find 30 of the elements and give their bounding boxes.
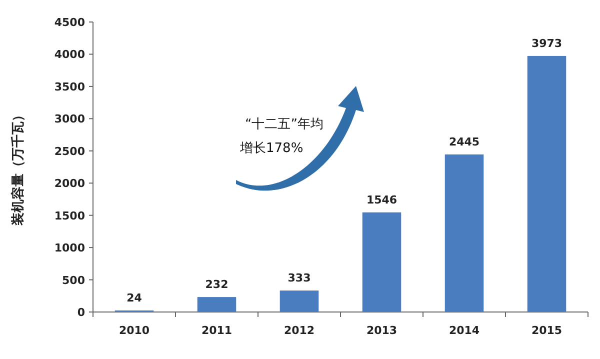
annotation: “十二五”年均 xyxy=(245,117,324,132)
y-tick-label: 2500 xyxy=(54,144,86,158)
x-tick-label: 2012 xyxy=(284,324,315,337)
x-tick-label: 2010 xyxy=(118,324,150,337)
x-tick-label: 2015 xyxy=(531,324,562,337)
data-label: 1546 xyxy=(366,193,398,206)
annotation: 增长178% xyxy=(239,141,304,156)
y-tick-label: 500 xyxy=(62,274,86,287)
data-label: 24 xyxy=(126,291,142,304)
y-tick-label: 2000 xyxy=(54,177,86,190)
y-tick-label: 3500 xyxy=(54,80,86,94)
x-tick-label: 2011 xyxy=(201,324,232,337)
bar xyxy=(197,297,236,312)
y-tick-label: 1000 xyxy=(54,242,86,255)
data-label: 232 xyxy=(205,278,228,292)
data-label: 333 xyxy=(288,272,311,285)
x-tick-label: 2014 xyxy=(448,324,480,337)
y-tick-label: 3000 xyxy=(54,112,86,126)
y-tick-label: 4500 xyxy=(54,16,86,29)
x-tick-label: 2013 xyxy=(366,324,398,337)
y-axis-title: 装机容量（万千瓦） xyxy=(10,108,26,226)
y-tick-label: 1500 xyxy=(54,209,86,222)
bar xyxy=(280,290,319,312)
data-label: 2445 xyxy=(448,135,480,148)
y-tick-label: 0 xyxy=(77,306,86,319)
data-label: 3973 xyxy=(531,36,562,50)
y-tick-label: 4000 xyxy=(54,48,86,62)
bar xyxy=(362,212,402,312)
bar xyxy=(444,154,484,312)
bar xyxy=(527,56,566,312)
